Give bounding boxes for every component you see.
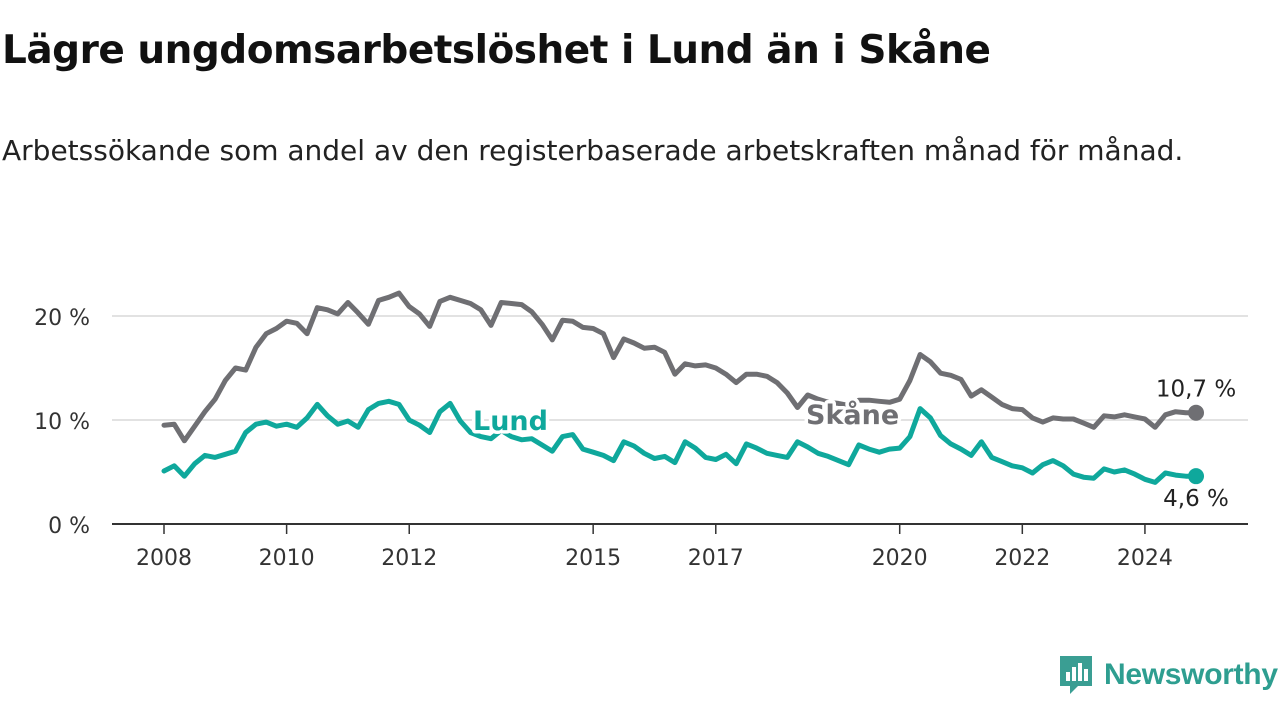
chart-subtitle: Arbetssökande som andel av den registerb… [2,134,1184,167]
x-tick-label: 2008 [136,546,192,571]
x-tick-label: 2012 [381,546,437,571]
y-tick-label: 0 % [48,514,90,539]
series-line-lund [161,398,1199,485]
axes: 0 % 10 % 20 % 2008 2010 2012 2015 2017 2020 2022 2… [34,306,1248,571]
end-point-skane [1188,404,1205,421]
newsworthy-brand: Newsworthy [1058,654,1278,696]
series-label-skane: Skåne [806,399,899,431]
y-tick-label: 10 % [34,410,90,435]
x-tick-label: 2022 [994,546,1050,571]
y-tick-label: 20 % [34,306,90,331]
newsworthy-logo-icon [1060,656,1092,694]
series [161,290,1205,485]
series-label-lund: Lund [473,406,548,437]
x-tick-label: 2010 [259,546,315,571]
end-value-label-skane: 10,7 % [1156,377,1236,403]
x-tick-label: 2017 [688,546,744,571]
x-tick-label: 2020 [872,546,928,571]
series-labels: Lund Skåne 10,7 % 4,6 % [470,377,1237,512]
chart-title: Lägre ungdomsarbetslöshet i Lund än i Sk… [2,28,991,73]
series-line-skane [161,290,1199,444]
x-tick-label: 2024 [1117,546,1173,571]
brand-name: Newsworthy [1104,658,1278,691]
x-tick-label: 2015 [565,546,621,571]
end-value-label-lund: 4,6 % [1163,486,1229,512]
end-point-lund [1188,468,1205,485]
